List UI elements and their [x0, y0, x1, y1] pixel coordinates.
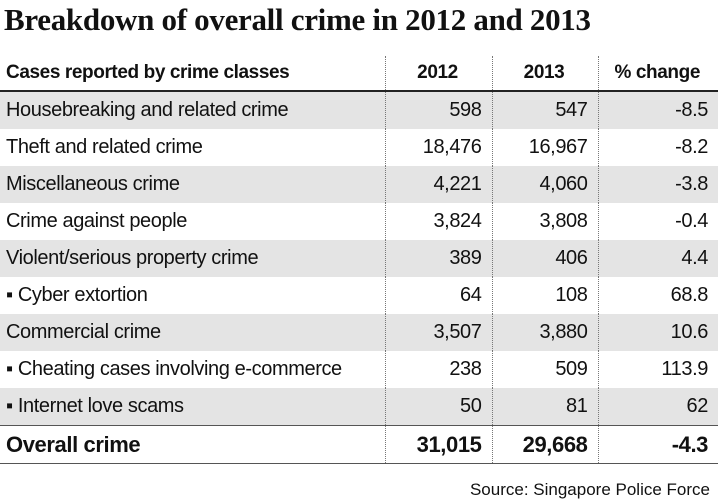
row-label: Violent/serious property crime	[0, 240, 385, 277]
title: Breakdown of overall crime in 2012 and 2…	[4, 2, 591, 37]
cell: 18,476	[384, 129, 492, 166]
cell: 547	[491, 91, 598, 129]
row-label: ▪ Internet love scams	[0, 388, 385, 426]
table-row: Miscellaneous crime 4,221 4,060 -3.8	[0, 166, 718, 203]
cell: 64	[384, 277, 492, 314]
cell: -8.5	[597, 91, 718, 129]
cell: -3.8	[597, 166, 718, 203]
table-row: Commercial crime 3,507 3,880 10.6	[0, 314, 718, 351]
table-row: ▪ Cheating cases involving e-commerce 238…	[0, 351, 718, 388]
cell: 62	[597, 388, 718, 426]
cell: -4.3	[597, 425, 718, 464]
cell: 81	[491, 388, 598, 426]
cell: 29,668	[491, 425, 598, 464]
cell: 3,880	[491, 314, 598, 351]
cell: 3,808	[491, 203, 598, 240]
cell: 16,967	[491, 129, 598, 166]
cell: 509	[491, 351, 598, 388]
cell: -0.4	[597, 203, 718, 240]
row-label: Theft and related crime	[6, 136, 203, 158]
row-label: Commercial crime	[0, 314, 385, 351]
table-row: ▪ Cyber extortion 64 108 68.8	[0, 277, 718, 314]
cell: 238	[384, 351, 492, 388]
cell: 406	[491, 240, 598, 277]
cell: 2012	[384, 56, 492, 92]
row-label: Crime against people	[6, 210, 187, 232]
table-row: Cases reported by crime classes 2012 2013%…	[0, 56, 718, 92]
cell: 3,824	[384, 203, 492, 240]
cell: 50	[384, 388, 492, 426]
table-row: Overall crime 31,015 29,668 -4.3	[0, 425, 718, 464]
cell: -8.2	[597, 129, 718, 166]
cell: 2013	[491, 56, 598, 92]
row-label: Overall crime	[0, 425, 385, 464]
table-row: Violent/serious property crime 389 406 4.4	[0, 240, 718, 277]
cell: 108	[491, 277, 598, 314]
row-label: ▪ Cyber extortion	[6, 284, 148, 306]
cell: 31,015	[384, 425, 492, 464]
table-row: Crime against people 3,824 3,808 -0.4	[0, 203, 718, 240]
source: Source: Singapore Police Force	[469, 480, 710, 499]
table-row: Theft and related crime 18,476 16,967 -8.2	[0, 129, 718, 166]
row-label: Miscellaneous crime	[0, 166, 385, 203]
row-label: Cases reported by crime classes	[0, 56, 385, 92]
row-label: Housebreaking and related crime	[0, 91, 385, 129]
cell: 4.4	[597, 240, 718, 277]
cell: 598	[384, 91, 492, 129]
cell: 68.8	[597, 277, 718, 314]
cell: % change	[597, 56, 718, 92]
table-row: Housebreaking and related crime 598 547 -8.…	[0, 91, 718, 129]
row-label: ▪ Cheating cases involving e-commerce	[6, 358, 342, 380]
cell: 10.6	[597, 314, 718, 351]
cell: 389	[384, 240, 492, 277]
table-row: ▪ Internet love scams 50 81 62	[0, 388, 718, 426]
cell: 4,060	[491, 166, 598, 203]
cell: 4,221	[384, 166, 492, 203]
cell: 3,507	[384, 314, 492, 351]
crime-table: Cases reported by crime classes 2012 2013%…	[0, 56, 718, 464]
cell: 113.9	[597, 351, 718, 388]
